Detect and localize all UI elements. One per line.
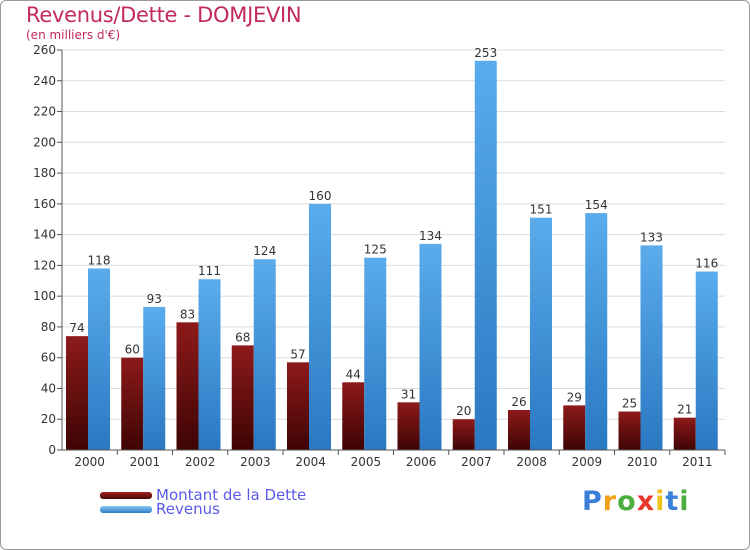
bar-debt-2001 xyxy=(121,357,144,450)
data-label-debt-2000: 74 xyxy=(69,321,84,335)
y-tick-label-140: 140 xyxy=(33,228,56,242)
bar-revenue-2000 xyxy=(88,268,110,450)
data-label-revenue-2002: 111 xyxy=(198,264,221,278)
y-tick-label-200: 200 xyxy=(33,135,56,149)
y-tick-label-220: 220 xyxy=(33,105,56,119)
data-label-revenue-2011: 116 xyxy=(695,257,718,271)
legend-item-revenue: Revenus xyxy=(100,500,220,518)
legend-label-revenue: Revenus xyxy=(156,500,220,518)
x-tick-label-2004: 2004 xyxy=(295,455,326,469)
grid-lines xyxy=(62,49,725,420)
x-tick-label-2003: 2003 xyxy=(240,455,271,469)
y-tick-label-60: 60 xyxy=(41,351,56,365)
data-label-revenue-2003: 124 xyxy=(253,244,276,258)
bar-revenue-2002 xyxy=(198,279,221,450)
bar-debt-2010 xyxy=(618,411,641,450)
y-tick-label-240: 240 xyxy=(33,74,56,88)
bar-revenue-2009 xyxy=(585,213,608,450)
data-label-debt-2003: 68 xyxy=(235,330,250,344)
x-tick-label-2000: 2000 xyxy=(74,455,105,469)
logo-letter: r xyxy=(602,486,618,517)
data-label-debt-2009: 29 xyxy=(567,390,582,404)
y-tick-label-80: 80 xyxy=(41,320,56,334)
labels: 0204060801001201401601802002202402602000… xyxy=(33,43,718,469)
chart-subtitle: (en milliers d'€) xyxy=(26,28,121,42)
x-tick-label-2009: 2009 xyxy=(572,455,603,469)
x-tick-label-2007: 2007 xyxy=(461,455,492,469)
bar-debt-2004 xyxy=(287,362,309,450)
data-label-revenue-2001: 93 xyxy=(147,292,162,306)
bar-revenue-2007 xyxy=(474,60,497,451)
y-tick-label-180: 180 xyxy=(33,166,56,180)
data-label-debt-2011: 21 xyxy=(677,403,692,417)
bar-debt-2011 xyxy=(673,417,696,450)
chart-title: Revenus/Dette - DOMJEVIN xyxy=(26,3,302,27)
bar-revenue-2001 xyxy=(143,306,166,450)
y-tick-label-260: 260 xyxy=(33,43,56,57)
bar-debt-2002 xyxy=(176,322,199,450)
legend-swatch-revenue xyxy=(100,505,152,513)
data-label-revenue-2009: 154 xyxy=(585,198,608,212)
data-label-debt-2010: 25 xyxy=(622,397,637,411)
bar-debt-2000 xyxy=(66,336,88,450)
data-label-debt-2006: 31 xyxy=(401,387,416,401)
bars xyxy=(66,60,718,451)
bar-debt-2007 xyxy=(452,419,475,450)
x-tick-label-2008: 2008 xyxy=(516,455,547,469)
logo-letter: i xyxy=(679,486,690,517)
bar-revenue-2005 xyxy=(364,257,387,450)
bar-revenue-2006 xyxy=(419,243,442,450)
data-label-revenue-2008: 151 xyxy=(530,203,553,217)
bar-revenue-2004 xyxy=(309,203,331,450)
bar-debt-2003 xyxy=(231,345,254,450)
data-label-revenue-2010: 133 xyxy=(640,230,663,244)
logo-letter: x xyxy=(636,486,656,517)
y-tick-label-120: 120 xyxy=(33,258,56,272)
bar-debt-2008 xyxy=(508,410,530,450)
legend-item-debt: Montant de la Dette xyxy=(100,486,306,504)
x-tick-label-2001: 2001 xyxy=(130,455,161,469)
logo-letter: i xyxy=(655,486,666,517)
bar-revenue-2010 xyxy=(640,245,663,450)
bar-debt-2005 xyxy=(342,382,365,450)
data-label-revenue-2007: 253 xyxy=(474,46,497,60)
data-label-debt-2004: 57 xyxy=(290,347,305,361)
y-tick-label-20: 20 xyxy=(41,412,56,426)
data-label-debt-2005: 44 xyxy=(346,367,361,381)
bar-debt-2009 xyxy=(563,405,586,450)
data-label-debt-2002: 83 xyxy=(180,307,195,321)
data-label-debt-2007: 20 xyxy=(456,404,471,418)
y-tick-label-40: 40 xyxy=(41,381,56,395)
logo-letter: o xyxy=(617,486,637,517)
y-tick-label-100: 100 xyxy=(33,289,56,303)
data-label-revenue-2000: 118 xyxy=(88,253,111,267)
data-label-revenue-2004: 160 xyxy=(309,189,332,203)
proxiti-logo: Proxiti xyxy=(582,486,690,517)
data-label-revenue-2006: 134 xyxy=(419,229,442,243)
axes xyxy=(57,49,726,455)
y-tick-label-160: 160 xyxy=(33,197,56,211)
data-label-debt-2001: 60 xyxy=(125,343,140,357)
x-tick-label-2005: 2005 xyxy=(351,455,382,469)
logo-letter: t xyxy=(665,486,680,517)
bar-revenue-2011 xyxy=(695,271,718,450)
legend-swatch-debt xyxy=(100,491,152,499)
data-label-debt-2008: 26 xyxy=(511,395,526,409)
x-tick-label-2011: 2011 xyxy=(682,455,713,469)
logo-letter: P xyxy=(582,486,603,517)
bar-revenue-2003 xyxy=(253,259,276,450)
legend-label-debt: Montant de la Dette xyxy=(156,486,307,504)
y-tick-label-0: 0 xyxy=(48,443,56,457)
x-tick-label-2002: 2002 xyxy=(185,455,216,469)
x-tick-label-2010: 2010 xyxy=(627,455,658,469)
data-label-revenue-2005: 125 xyxy=(364,243,387,257)
x-tick-label-2006: 2006 xyxy=(406,455,437,469)
bar-debt-2006 xyxy=(397,402,420,450)
bar-revenue-2008 xyxy=(530,217,552,450)
